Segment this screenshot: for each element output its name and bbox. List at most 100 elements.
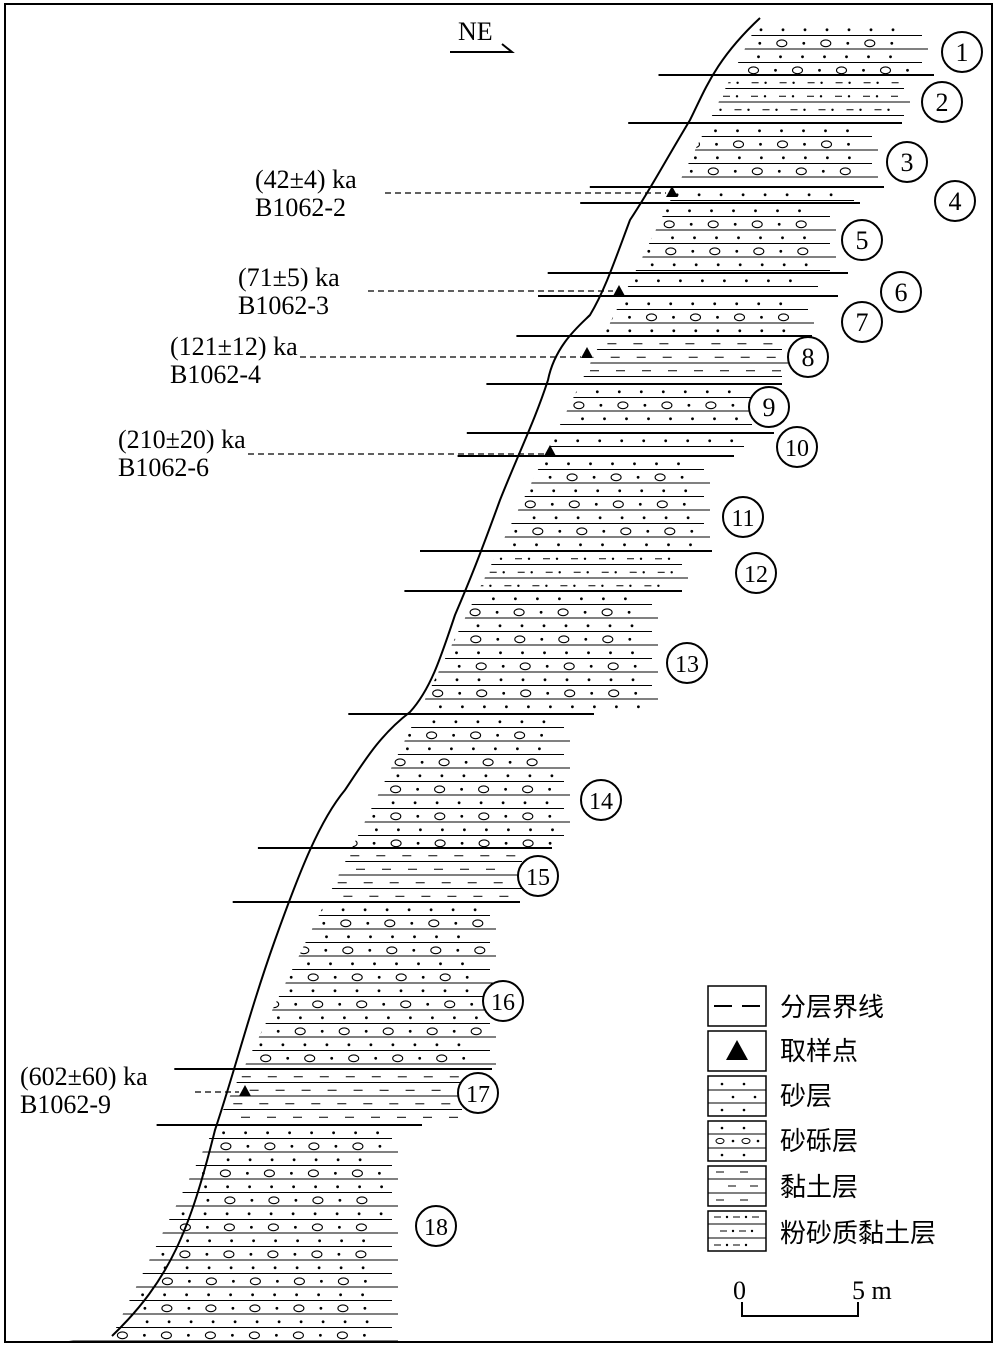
layer-5-fill	[0, 209, 836, 271]
sample-age-label: (42±4) ka	[255, 165, 357, 194]
sample-age-label: (121±12) ka	[170, 332, 298, 361]
layer-number-text: 2	[936, 88, 949, 117]
bedding-lines	[0, 349, 788, 377]
layer-12-fill	[0, 557, 688, 587]
layer-boundaries	[156, 74, 934, 1126]
layer-number-4: 4	[934, 180, 976, 222]
layer-number-1: 1	[941, 31, 983, 73]
legend-item-gravelly-sand: 砂砾层	[707, 1120, 858, 1162]
bedding-lines	[0, 915, 496, 1065]
layer-number-circle	[776, 426, 818, 468]
sample-age-label: (602±60) ka	[20, 1062, 148, 1091]
gravelly-sand-pattern-marks	[328, 720, 554, 848]
layer-10-fill	[0, 439, 744, 447]
layer-6-fill	[0, 279, 818, 287]
layer-number-text: 11	[731, 506, 754, 532]
gravelly-sand-pattern-marks	[116, 1131, 383, 1340]
bedding-lines	[0, 604, 658, 700]
legend: 分层界线 取样点 砂层	[707, 985, 936, 1252]
layer-number-circle	[517, 855, 559, 897]
layer-number-circle	[580, 779, 622, 821]
layer-number-text: 7	[856, 308, 869, 337]
legend-label-silty-clay: 粉砂质黏土层	[780, 1219, 936, 1249]
layer-number-text: 8	[802, 343, 815, 372]
legend-label-clay: 黏土层	[780, 1173, 858, 1203]
sample-age-label: (71±5) ka	[238, 263, 340, 292]
layer-number-circle	[841, 301, 883, 343]
legend-item-silty-clay: 粉砂质黏土层	[707, 1210, 936, 1252]
sample-triangle-icon	[613, 285, 625, 296]
bedding-lines	[0, 216, 836, 271]
sample-id-label: B1062-4	[170, 360, 261, 389]
layer-number-circle	[941, 31, 983, 73]
layer-number-text: 17	[466, 1082, 490, 1108]
layer-number-circle	[457, 1072, 499, 1114]
gravelly-sand-pattern-marks	[532, 439, 734, 443]
layer-18-fill	[0, 1131, 398, 1342]
layer-14-fill	[0, 720, 570, 848]
layer-number-6: 6	[880, 271, 922, 313]
layer-number-circle	[880, 271, 922, 313]
scale-bar-end-label: 5 m	[852, 1276, 892, 1305]
legend-label-boundary: 分层界线	[780, 993, 884, 1023]
layer-11-fill	[0, 462, 710, 547]
legend-label-gravelly-sand: 砂砾层	[780, 1127, 858, 1157]
gravelly-sand-pattern-marks	[601, 302, 790, 333]
sample-age-label: (210±20) ka	[118, 425, 246, 454]
layer-number-text: 5	[856, 226, 869, 255]
layer-number-circle	[415, 1205, 457, 1247]
layer-number-text: 10	[785, 436, 809, 462]
layer-number-3: 3	[886, 141, 928, 183]
layer-number-circle	[748, 386, 790, 428]
layer-number-2: 2	[921, 81, 963, 123]
sample-id-label: B1062-2	[255, 193, 346, 222]
legend-label-sand: 砂层	[780, 1082, 832, 1112]
gravelly-sand-pattern-icon	[707, 1120, 767, 1162]
layer-15-fill	[0, 855, 528, 897]
layer-number-circle	[841, 219, 883, 261]
layer-number-circle	[666, 642, 708, 684]
legend-item-sample: 取样点	[707, 1030, 858, 1072]
clay-pattern-marks	[233, 1076, 459, 1118]
legend-item-boundary: 分层界线	[707, 985, 884, 1027]
layer-number-circle	[921, 81, 963, 123]
layer-number-8: 8	[787, 336, 829, 378]
layer-number-14: 14	[580, 779, 622, 821]
sample-id-label: B1062-6	[118, 453, 209, 482]
silty-clay-pattern-marks	[706, 81, 899, 112]
layer-number-text: 15	[526, 865, 550, 891]
bedding-lines	[0, 136, 878, 178]
sample-id-label: B1062-3	[238, 291, 329, 320]
layer-number-circle	[886, 141, 928, 183]
sample-triangle-icon	[666, 186, 678, 197]
bedding-lines	[0, 397, 758, 425]
layer-number-text: 13	[675, 652, 699, 678]
layer-number-text: 16	[491, 990, 515, 1016]
gravelly-sand-pattern-marks	[250, 908, 486, 1063]
silty-clay-pattern-marks	[476, 557, 673, 587]
layer-13-fill	[0, 597, 658, 709]
layer-9-fill	[0, 390, 758, 425]
silty-clay-pattern-icon	[707, 1210, 767, 1252]
gravelly-sand-pattern-marks	[432, 597, 640, 709]
gravelly-sand-pattern-marks	[663, 129, 851, 176]
sample-triangle-icon	[707, 1030, 767, 1072]
layer-number-7: 7	[841, 301, 883, 343]
layer-number-18: 18	[415, 1205, 457, 1247]
legend-item-sand: 砂层	[707, 1075, 832, 1117]
layer-number-16: 16	[482, 980, 524, 1022]
layer-number-circle	[934, 180, 976, 222]
layer-number-13: 13	[666, 642, 708, 684]
gravelly-sand-pattern-marks	[653, 193, 833, 197]
layer-number-text: 9	[763, 393, 776, 422]
gravelly-sand-pattern-marks	[551, 390, 738, 421]
sample-triangle-icon	[581, 347, 593, 358]
bedding-lines	[0, 1138, 398, 1342]
layer-number-12: 12	[735, 552, 777, 594]
gravelly-sand-pattern-marks	[613, 279, 792, 283]
